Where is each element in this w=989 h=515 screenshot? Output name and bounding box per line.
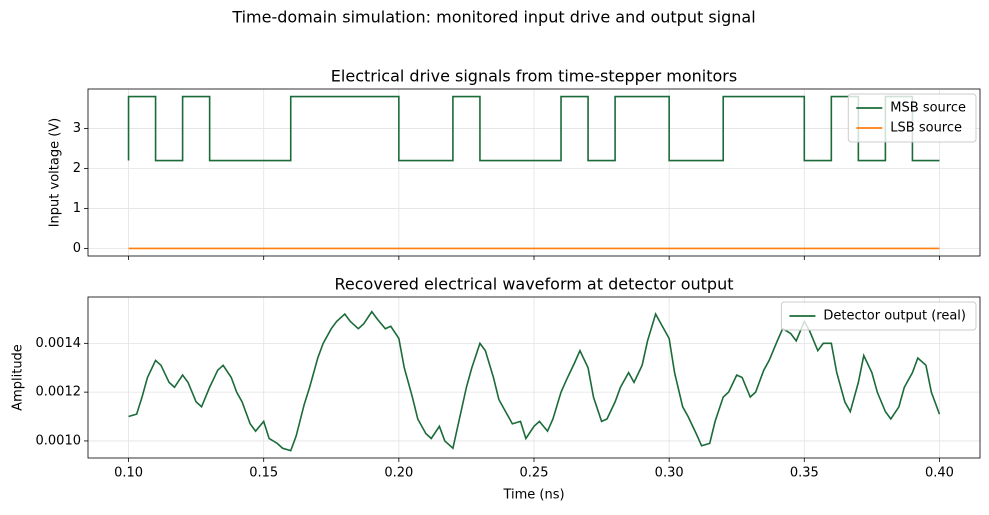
legend-label: MSB source bbox=[890, 101, 966, 116]
figure-title: Time-domain simulation: monitored input … bbox=[231, 8, 755, 27]
axes-frame bbox=[87, 88, 981, 257]
x-tick-label: 0.30 bbox=[655, 466, 684, 481]
x-tick-label: 0.20 bbox=[384, 466, 413, 481]
y-tick-label: 0.0010 bbox=[36, 433, 82, 448]
legend: MSB source LSB source bbox=[847, 93, 977, 143]
legend: Detector output (real) bbox=[780, 301, 977, 331]
x-tick-label: 0.35 bbox=[790, 466, 819, 481]
y-tick-label: 3 bbox=[73, 121, 81, 136]
x-tick-label: 0.25 bbox=[520, 466, 549, 481]
y-tick-label: 2 bbox=[73, 161, 81, 176]
y-axis-label: Amplitude bbox=[11, 344, 26, 411]
axes-title: Electrical drive signals from time-stepp… bbox=[331, 67, 737, 86]
axes-title: Recovered electrical waveform at detecto… bbox=[335, 275, 734, 294]
x-tick-label: 0.15 bbox=[249, 466, 278, 481]
x-tick-label: 0.40 bbox=[925, 466, 954, 481]
y-tick-label: 0.0014 bbox=[36, 336, 82, 351]
legend-label: LSB source bbox=[890, 121, 962, 136]
axes-frame bbox=[87, 296, 981, 459]
x-axis-label: Time (ns) bbox=[502, 488, 564, 503]
y-tick-label: 1 bbox=[73, 201, 81, 216]
legend-box bbox=[847, 93, 977, 143]
x-tick-label: 0.10 bbox=[114, 466, 143, 481]
legend-label: Detector output (real) bbox=[823, 309, 966, 324]
legend-box bbox=[780, 301, 977, 331]
y-tick-label: 0 bbox=[73, 241, 81, 256]
y-tick-label: 0.0012 bbox=[36, 385, 82, 400]
y-axis-label: Input voltage (V) bbox=[48, 118, 63, 228]
